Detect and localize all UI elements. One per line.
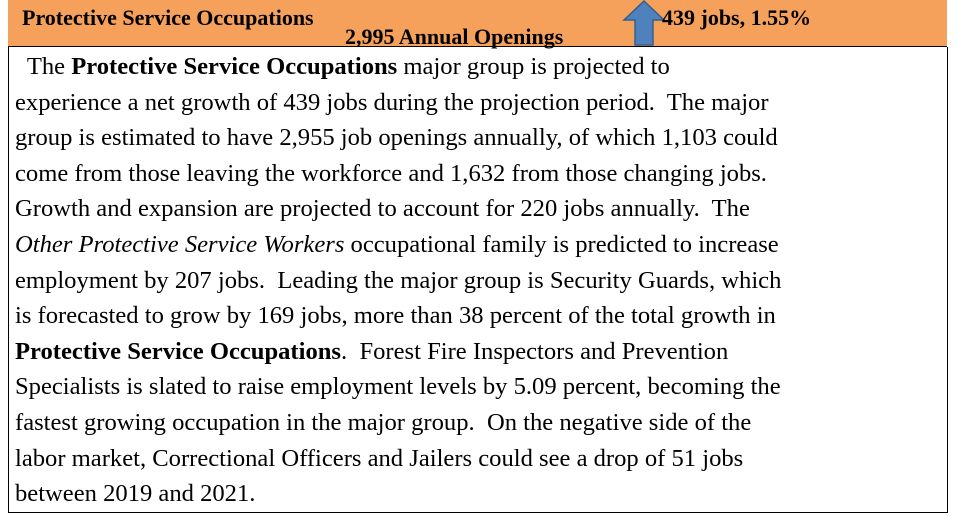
text-line: The Protective Service Occupations major… xyxy=(15,49,781,85)
text-line: is forecasted to grow by 169 jobs, more … xyxy=(15,298,781,334)
text-run: fastest growing occupation in the major … xyxy=(15,408,752,436)
text-run: experience a net growth of 439 jobs duri… xyxy=(15,88,769,116)
text-run: labor market, Correctional Officers and … xyxy=(15,444,744,472)
up-arrow-icon xyxy=(622,0,666,46)
header-title: Protective Service Occupations xyxy=(22,5,314,30)
text-line: come from those leaving the workforce an… xyxy=(15,156,781,192)
text-run: occupational family is predicted to incr… xyxy=(344,230,779,258)
text-run: The xyxy=(15,53,72,80)
header-openings: 2,995 Annual Openings xyxy=(345,24,564,49)
text-line: Other Protective Service Workers occupat… xyxy=(15,227,781,263)
text-run: is forecasted to grow by 169 jobs, more … xyxy=(15,302,776,330)
text-line: Protective Service Occupations. Forest F… xyxy=(15,334,781,370)
text-line: group is estimated to have 2,955 job ope… xyxy=(15,120,781,156)
text-line: fastest growing occupation in the major … xyxy=(15,405,781,441)
text-line: between 2019 and 2021. xyxy=(15,476,781,512)
text-run: Protective Service Occupations xyxy=(15,337,341,365)
header-stat: 439 jobs, 1.55% xyxy=(662,5,812,30)
text-run: Specialists is slated to raise employmen… xyxy=(15,373,781,401)
text-run: . Forest Fire Inspectors and Prevention xyxy=(341,337,729,365)
text-line: Specialists is slated to raise employmen… xyxy=(15,369,781,405)
body-text: The Protective Service Occupations major… xyxy=(15,49,781,512)
text-run: Protective Service Occupations xyxy=(71,53,398,80)
text-run: group is estimated to have 2,955 job ope… xyxy=(15,124,778,152)
text-line: employment by 207 jobs. Leading the majo… xyxy=(15,263,781,299)
text-run: between 2019 and 2021. xyxy=(15,480,256,508)
text-line: labor market, Correctional Officers and … xyxy=(15,441,781,477)
text-line: Growth and expansion are projected to ac… xyxy=(15,191,781,227)
text-run: Other Protective Service Workers xyxy=(15,230,345,258)
text-run: major group is projected to xyxy=(397,53,670,80)
header: Protective Service Occupations 439 jobs,… xyxy=(8,0,947,49)
text-run: come from those leaving the workforce an… xyxy=(15,159,767,187)
body-box: The Protective Service Occupations major… xyxy=(8,47,948,513)
text-run: employment by 207 jobs. Leading the majo… xyxy=(15,266,782,294)
text-line: experience a net growth of 439 jobs duri… xyxy=(15,85,781,121)
text-run: Growth and expansion are projected to ac… xyxy=(15,195,750,223)
